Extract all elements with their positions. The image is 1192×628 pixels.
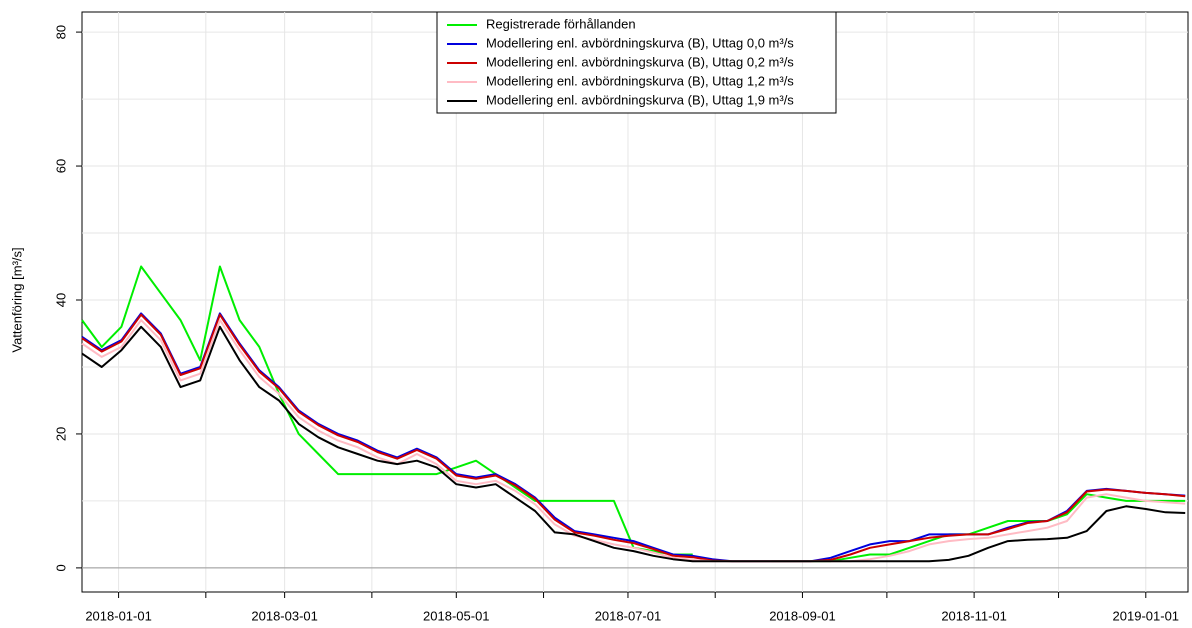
y-tick-label: 0 [53, 564, 68, 571]
data-line [81, 325, 1186, 563]
data-line [81, 312, 1186, 563]
x-tick-label: 2018-03-01 [251, 608, 318, 623]
y-tick-label: 20 [53, 427, 68, 441]
legend-label: Modellering enl. avbördningskurva (B), U… [486, 35, 794, 50]
legend-label: Registrerade förhållanden [486, 16, 636, 31]
x-tick-label: 2018-01-01 [85, 608, 152, 623]
y-tick-label: 40 [53, 293, 68, 307]
x-tick-label: 2018-05-01 [423, 608, 490, 623]
y-tick-label: 60 [53, 159, 68, 173]
y-axis-label: Vattenföring [m³/s] [9, 247, 24, 352]
legend-label: Modellering enl. avbördningskurva (B), U… [486, 92, 794, 107]
data-line [81, 319, 1186, 563]
legend-box [436, 11, 837, 114]
x-tick-label: 2018-09-01 [769, 608, 836, 623]
legend-label: Modellering enl. avbördningskurva (B), U… [486, 73, 794, 88]
x-tick-label: 2018-11-01 [941, 608, 1007, 623]
x-tick-label: 2018-07-01 [595, 608, 662, 623]
y-tick-label: 80 [53, 25, 68, 39]
data-line [81, 265, 1186, 563]
data-line [81, 313, 1186, 563]
legend-label: Modellering enl. avbördningskurva (B), U… [486, 54, 794, 69]
x-tick-label: 2019-01-01 [1113, 608, 1180, 623]
